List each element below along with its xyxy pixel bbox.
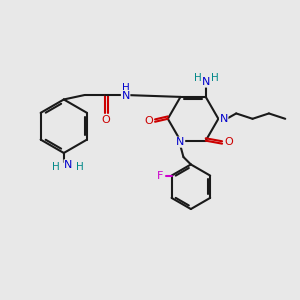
Text: O: O [101,115,110,125]
Text: H: H [194,73,201,83]
Text: N: N [122,91,130,100]
Text: O: O [144,116,153,126]
Text: N: N [202,77,210,87]
Text: H: H [76,162,84,172]
Text: F: F [157,171,163,181]
Text: N: N [220,114,228,124]
Text: N: N [176,137,185,147]
Text: H: H [52,162,60,172]
Text: H: H [122,83,130,94]
Text: N: N [64,160,73,170]
Text: H: H [212,73,219,83]
Text: O: O [224,137,233,148]
